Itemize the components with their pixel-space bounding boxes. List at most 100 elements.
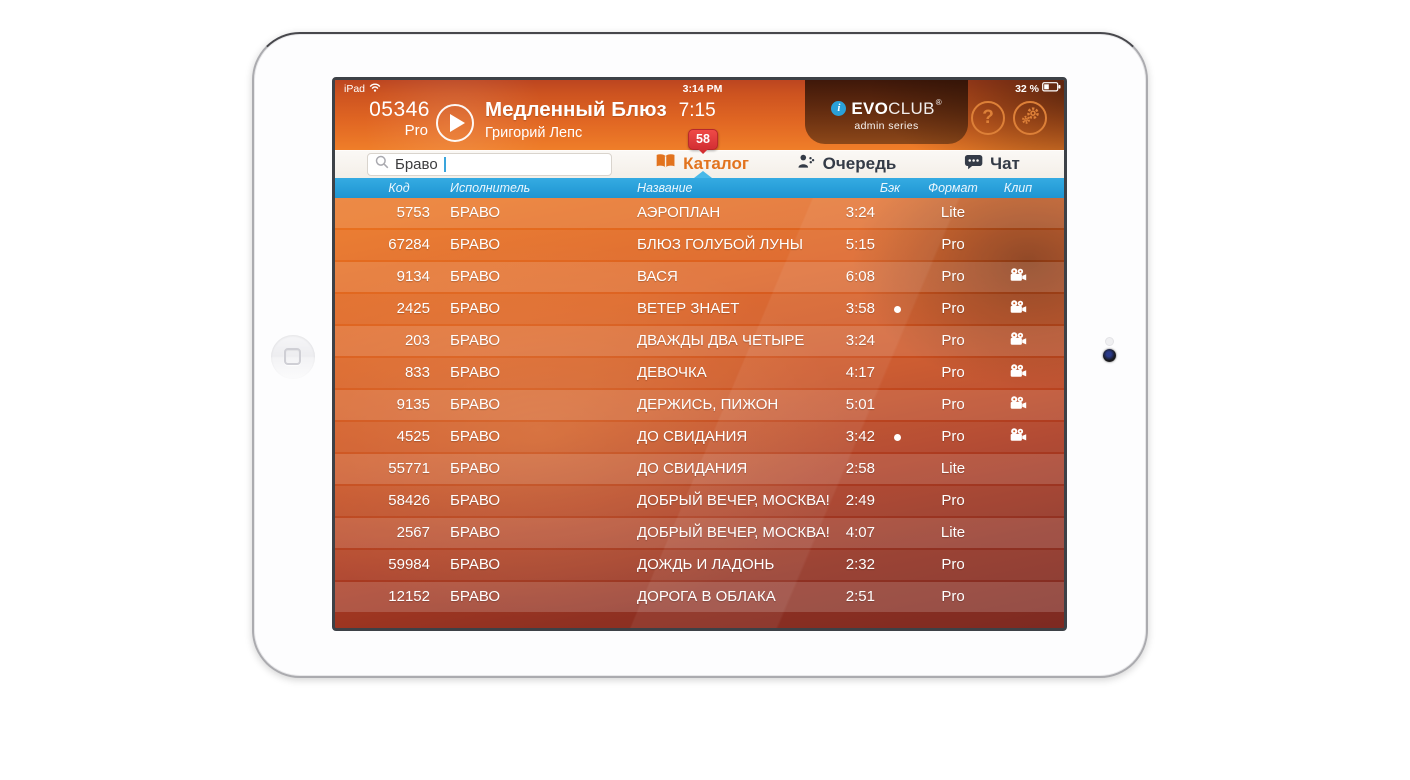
now-playing: Медленный Блюз 7:15 Григорий Лепс: [485, 98, 716, 141]
brand-logo: i EVO CLUB ® admin series: [805, 80, 968, 144]
backing-vocal-dot: [887, 294, 907, 324]
cell-artist: БРАВО: [450, 300, 501, 317]
cell-format: Pro: [941, 300, 965, 317]
video-clip-icon: [1001, 262, 1035, 292]
col-header-code: Код: [388, 181, 410, 195]
cell-title: ДО СВИДАНИЯ: [637, 428, 748, 445]
brand-name-primary: EVO: [851, 99, 889, 118]
cell-duration: 2:58: [845, 460, 875, 477]
cell-format: Pro: [941, 588, 965, 605]
col-header-back: Бэк: [879, 181, 900, 195]
table-row[interactable]: 12152 БРАВО ДОРОГА В ОБЛАКА 2:51 Pro: [335, 582, 1064, 612]
video-clip-icon: [1001, 422, 1035, 452]
cell-code: 9134: [396, 268, 430, 285]
cell-code: 59984: [388, 556, 430, 573]
play-button[interactable]: [436, 104, 474, 142]
cell-code: 58426: [388, 492, 430, 509]
table-row[interactable]: 2567 БРАВО ДОБРЫЙ ВЕЧЕР, МОСКВА! 4:07 Li…: [335, 518, 1064, 548]
search-input[interactable]: Браво: [367, 153, 612, 176]
cell-artist: БРАВО: [450, 556, 501, 573]
cell-code: 9135: [396, 396, 430, 413]
cell-title: ВАСЯ: [637, 268, 678, 285]
song-table-body: 5753 БРАВО АЭРОПЛАН 3:24 Lite 67284 БРАВ…: [335, 198, 1064, 614]
cell-format: Pro: [941, 268, 965, 285]
cell-duration: 3:24: [845, 204, 875, 221]
video-clip-icon: [1001, 326, 1035, 356]
table-row[interactable]: 59984 БРАВО ДОЖДЬ И ЛАДОНЬ 2:32 Pro: [335, 550, 1064, 580]
cell-code: 55771: [388, 460, 430, 477]
now-playing-artist: Григорий Лепс: [485, 124, 583, 141]
col-header-title: Название: [637, 181, 693, 195]
cell-format: Pro: [941, 556, 965, 573]
table-row[interactable]: 58426 БРАВО ДОБРЫЙ ВЕЧЕР, МОСКВА! 2:49 P…: [335, 486, 1064, 516]
cell-artist: БРАВО: [450, 236, 501, 253]
cell-format: Pro: [941, 492, 965, 509]
cell-duration: 4:17: [845, 364, 875, 381]
cell-format: Lite: [940, 524, 966, 541]
cell-artist: БРАВО: [450, 460, 501, 477]
table-row[interactable]: 4525 БРАВО ДО СВИДАНИЯ 3:42 Pro: [335, 422, 1064, 452]
table-row[interactable]: 833 БРАВО ДЕВОЧКА 4:17 Pro: [335, 358, 1064, 388]
cell-format: Lite: [940, 460, 966, 477]
current-track-format: Pro: [404, 122, 428, 139]
home-button-glyph: [284, 348, 301, 365]
cell-title: ДЕВОЧКА: [637, 364, 707, 381]
cell-format: Pro: [941, 396, 965, 413]
cell-title: ДОРОГА В ОБЛАКА: [637, 588, 776, 605]
search-value: Браво: [395, 156, 438, 173]
cell-code: 67284: [388, 236, 430, 253]
table-row[interactable]: 9135 БРАВО ДЕРЖИСЬ, ПИЖОН 5:01 Pro: [335, 390, 1064, 420]
brand-tagline: admin series: [854, 120, 919, 132]
table-row[interactable]: 55771 БРАВО ДО СВИДАНИЯ 2:58 Lite: [335, 454, 1064, 484]
current-track-code: 05346: [369, 98, 430, 121]
table-row[interactable]: 9134 БРАВО ВАСЯ 6:08 Pro: [335, 262, 1064, 292]
brand-name-secondary: CLUB: [888, 99, 935, 118]
cell-title: ДОБРЫЙ ВЕЧЕР, МОСКВА!: [637, 524, 830, 541]
battery-percent: 32 %: [1015, 82, 1039, 95]
settings-button[interactable]: [1013, 101, 1047, 135]
tab-chat-label: Чат: [990, 154, 1020, 173]
info-icon: i: [831, 101, 847, 116]
home-button[interactable]: [271, 335, 315, 379]
people-icon: [798, 154, 816, 174]
cell-duration: 5:01: [845, 396, 875, 413]
cell-title: ДОБРЫЙ ВЕЧЕР, МОСКВА!: [637, 492, 830, 509]
cell-format: Pro: [941, 236, 965, 253]
cell-format: Pro: [941, 364, 965, 381]
cell-code: 5753: [396, 204, 430, 221]
status-bar: iPad 3:14 PM 32 %: [335, 80, 1064, 97]
col-header-format: Формат: [928, 181, 978, 195]
current-track-code-box: 05346 Pro: [345, 99, 430, 138]
table-row[interactable]: 203 БРАВО ДВАЖДЫ ДВА ЧЕТЫРЕ 3:24 Pro: [335, 326, 1064, 356]
cell-duration: 2:51: [845, 588, 875, 605]
question-icon: ?: [982, 107, 994, 128]
cell-code: 4525: [396, 428, 430, 445]
cell-artist: БРАВО: [450, 268, 501, 285]
now-playing-title: Медленный Блюз: [485, 98, 667, 121]
tab-queue[interactable]: Очередь: [798, 150, 896, 178]
brand-trademark: ®: [935, 97, 942, 107]
cell-code: 203: [404, 332, 430, 349]
tab-catalog[interactable]: Каталог: [655, 150, 749, 178]
cell-format: Pro: [941, 428, 965, 445]
video-clip-icon: [1001, 390, 1035, 420]
cell-code: 2425: [396, 300, 430, 317]
cell-duration: 3:24: [845, 332, 875, 349]
cell-artist: БРАВО: [450, 396, 501, 413]
cell-code: 833: [404, 364, 430, 381]
cell-duration: 2:32: [845, 556, 875, 573]
table-header: Код Исполнитель Название Бэк Формат Клип: [335, 171, 1064, 198]
cell-code: 2567: [396, 524, 430, 541]
table-row[interactable]: 67284 БРАВО БЛЮЗ ГОЛУБОЙ ЛУНЫ 5:15 Pro: [335, 230, 1064, 260]
battery-icon: [1042, 82, 1061, 95]
help-button[interactable]: ?: [971, 101, 1005, 135]
table-row[interactable]: 2425 БРАВО ВЕТЕР ЗНАЕТ 3:58 Pro: [335, 294, 1064, 324]
text-cursor: [443, 157, 446, 172]
cell-title: ДОЖДЬ И ЛАДОНЬ: [637, 556, 775, 573]
wifi-icon: [369, 83, 381, 95]
gear-icon: [1019, 105, 1041, 132]
tab-chat[interactable]: Чат: [964, 150, 1020, 178]
cell-format: Lite: [940, 204, 966, 221]
table-row[interactable]: 5753 БРАВО АЭРОПЛАН 3:24 Lite: [335, 198, 1064, 228]
